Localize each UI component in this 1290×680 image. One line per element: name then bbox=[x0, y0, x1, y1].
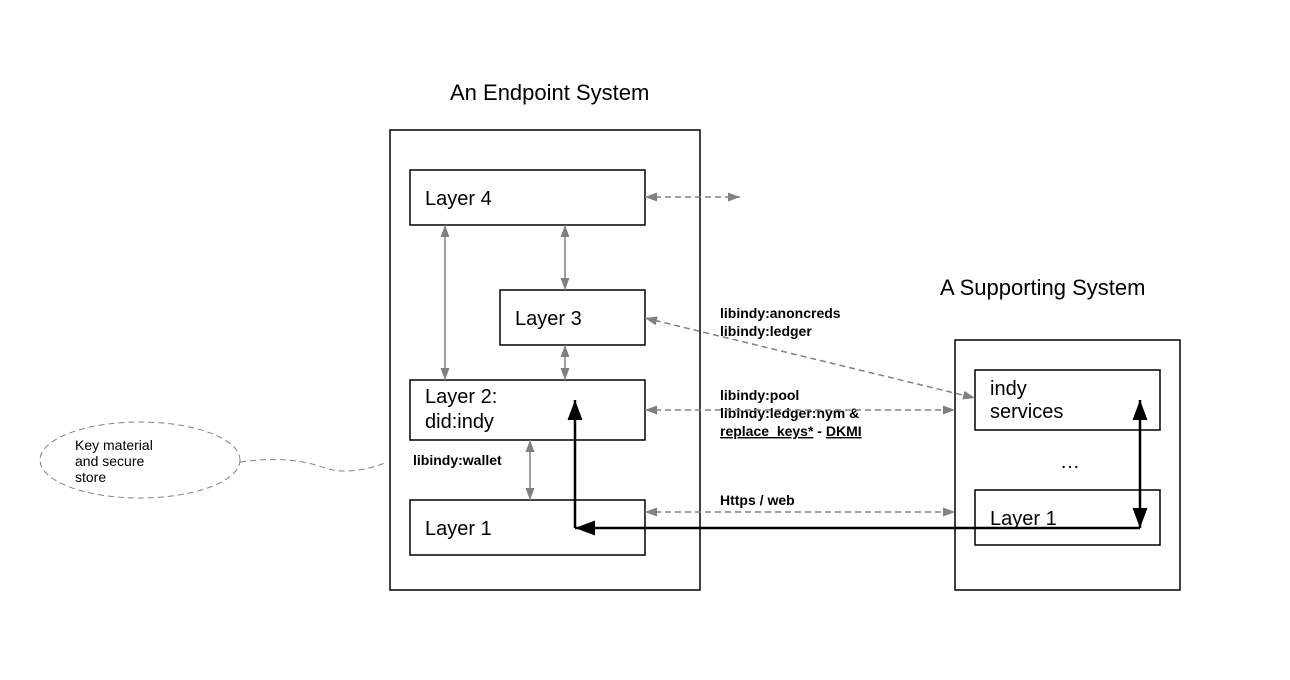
anoncreds-label-2: libindy:ledger bbox=[720, 323, 812, 339]
supporting-title: A Supporting System bbox=[940, 275, 1145, 300]
bubble-line-2: and secure bbox=[75, 453, 144, 469]
layer2-label-1: Layer 2: bbox=[425, 386, 497, 408]
ellipsis-label: … bbox=[1060, 451, 1080, 473]
layer1b-label: Layer 1 bbox=[990, 508, 1057, 530]
layer1a-label: Layer 1 bbox=[425, 518, 492, 540]
pool-label-2: libindy:ledger:nym & bbox=[720, 405, 859, 421]
endpoint-title: An Endpoint System bbox=[450, 80, 649, 105]
anoncreds-label-1: libindy:anoncreds bbox=[720, 305, 841, 321]
layer1b-node: Layer 1 bbox=[975, 490, 1160, 545]
layer4-label: Layer 4 bbox=[425, 188, 492, 210]
layer3-node: Layer 3 bbox=[500, 290, 645, 345]
indysvc-node: indy services bbox=[975, 370, 1160, 430]
bubble-line-1: Key material bbox=[75, 437, 153, 453]
layer2-label-2: did:indy bbox=[425, 411, 494, 433]
pool-label-1: libindy:pool bbox=[720, 387, 799, 403]
indysvc-label-1: indy bbox=[990, 378, 1027, 400]
https-label: Https / web bbox=[720, 492, 795, 508]
layer2-node: Layer 2: did:indy bbox=[410, 380, 645, 440]
wallet-label: libindy:wallet bbox=[413, 452, 502, 468]
layer4-node: Layer 4 bbox=[410, 170, 645, 225]
indysvc-label-2: services bbox=[990, 401, 1063, 423]
diagram-canvas: An Endpoint System A Supporting System L… bbox=[0, 0, 1290, 680]
pool-label-3: replace_keys* - DKMI bbox=[720, 423, 862, 439]
bubble-line-3: store bbox=[75, 469, 106, 485]
key-material-bubble: Key material and secure store bbox=[40, 422, 385, 498]
layer3-label: Layer 3 bbox=[515, 308, 582, 330]
